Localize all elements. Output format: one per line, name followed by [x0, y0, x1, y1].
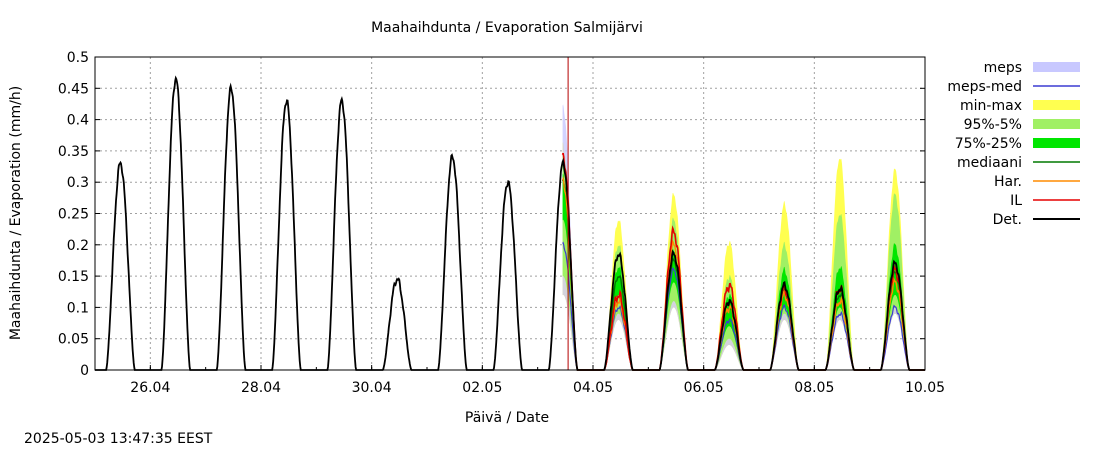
y-tick-label: 0	[80, 363, 89, 379]
y-axis-label: Maahaihdunta / Evaporation (mm/h)	[8, 86, 24, 340]
y-tick-label: 0.5	[67, 50, 89, 66]
legend-swatch	[1033, 138, 1080, 148]
legend-label: meps	[984, 60, 1022, 76]
legend: meps meps-med min-max 95%-5% 75%-25% mediaani…	[947, 60, 1080, 228]
legend-label: mediaani	[957, 155, 1022, 171]
x-tick-label: 10.05	[905, 380, 945, 396]
x-tick-label: 30.04	[352, 380, 392, 396]
y-tick-label: 0.25	[58, 207, 89, 223]
timestamp: 2025-05-03 13:47:35 EEST	[24, 431, 213, 447]
x-axis-ticks: 26.04 28.04 30.04 02.05 04.05 06.05 08.05 10.05	[94, 365, 945, 396]
y-tick-label: 0.15	[58, 269, 89, 285]
legend-label: Har.	[994, 174, 1022, 190]
x-tick-label: 06.05	[684, 380, 724, 396]
legend-swatch	[1033, 119, 1080, 129]
legend-label: Det.	[993, 212, 1022, 228]
x-axis-label: Päivä / Date	[465, 410, 549, 426]
legend-label: IL	[1010, 193, 1022, 209]
legend-label: 95%-5%	[964, 117, 1022, 133]
y-tick-label: 0.2	[67, 238, 89, 254]
y-tick-label: 0.45	[58, 81, 89, 97]
y-axis-ticks: 0 0.05 0.1 0.15 0.2 0.25 0.3 0.35 0.4 0.45 0.5	[58, 50, 925, 379]
y-tick-label: 0.4	[67, 113, 89, 129]
legend-label: meps-med	[947, 79, 1022, 95]
legend-label: 75%-25%	[955, 136, 1022, 152]
x-tick-label: 04.05	[573, 380, 613, 396]
legend-label: min-max	[960, 98, 1022, 114]
det-line	[95, 75, 925, 371]
legend-swatch	[1033, 62, 1080, 72]
chart-title: Maahaihdunta / Evaporation Salmijärvi	[371, 20, 643, 36]
y-tick-label: 0.35	[58, 144, 89, 160]
x-tick-label: 02.05	[462, 380, 502, 396]
x-tick-label: 26.04	[130, 380, 170, 396]
legend-swatch	[1033, 100, 1080, 110]
y-tick-label: 0.05	[58, 332, 89, 348]
x-tick-label: 28.04	[241, 380, 281, 396]
y-tick-label: 0.3	[67, 175, 89, 191]
y-tick-label: 0.1	[67, 300, 89, 316]
x-tick-label: 08.05	[794, 380, 834, 396]
